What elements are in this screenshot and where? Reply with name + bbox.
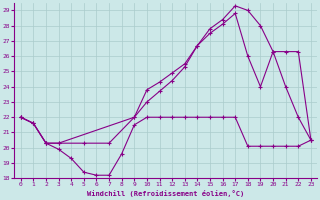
X-axis label: Windchill (Refroidissement éolien,°C): Windchill (Refroidissement éolien,°C)	[87, 190, 244, 197]
